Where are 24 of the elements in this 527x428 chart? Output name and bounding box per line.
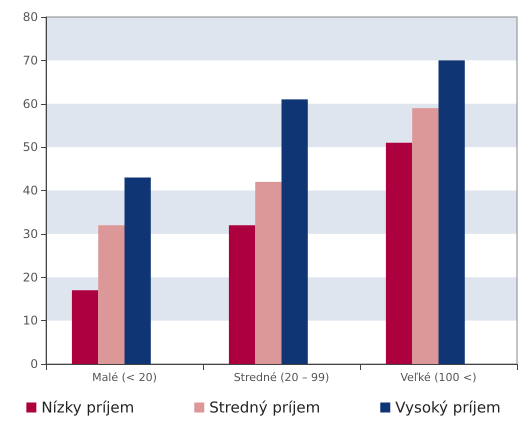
y-tick-label: 50: [22, 140, 38, 154]
bar: [124, 177, 151, 364]
y-tick-label: 80: [22, 10, 38, 24]
bar: [72, 290, 98, 364]
y-tick-label: 10: [22, 314, 38, 328]
bar: [98, 225, 124, 364]
bar: [228, 225, 256, 364]
x-tick-label: Malé (< 20): [92, 371, 157, 384]
legend-label: Nízky príjem: [41, 398, 134, 416]
legend-label: Vysoký príjem: [395, 398, 501, 416]
y-tick-label: 0: [30, 357, 38, 371]
bar: [412, 108, 438, 364]
y-tick-label: 70: [22, 53, 38, 68]
y-tick-label: 60: [22, 96, 38, 111]
x-tick-label: Stredné (20 – 99): [234, 371, 330, 384]
bar: [255, 182, 282, 364]
x-tick-label: Veľké (100 <): [400, 371, 477, 384]
bar: [386, 142, 412, 364]
y-tick-label: 30: [22, 226, 38, 241]
bar: [282, 99, 308, 364]
y-tick-label: 40: [22, 184, 38, 198]
legend-label: Stredný príjem: [209, 398, 320, 416]
y-tick-label: 20: [22, 270, 38, 284]
bar: [438, 60, 465, 364]
